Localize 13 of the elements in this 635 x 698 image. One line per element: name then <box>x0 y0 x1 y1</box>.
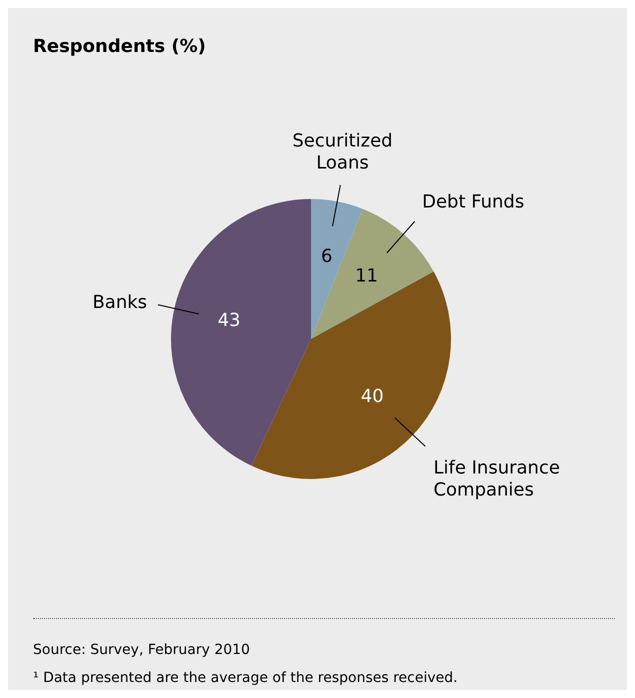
pie-slice <box>311 208 434 339</box>
slice-label: Banks <box>92 292 148 313</box>
slice-label: Debt Funds <box>422 191 524 212</box>
pie-slice <box>171 199 311 466</box>
data-label: 40 <box>360 386 384 407</box>
data-label: 43 <box>218 310 240 332</box>
slice-label: Securitized Loans <box>292 130 393 174</box>
data-label: 6 <box>321 246 332 267</box>
slice-label: Life Insurance Companies <box>433 458 560 501</box>
text: ¹ Data presented are the average of the responses received. <box>33 669 458 688</box>
data-label: 11 <box>355 265 378 286</box>
chart-title: Respondents (%) <box>33 36 206 57</box>
source-note: Source: Survey, February 2010 <box>33 641 251 660</box>
